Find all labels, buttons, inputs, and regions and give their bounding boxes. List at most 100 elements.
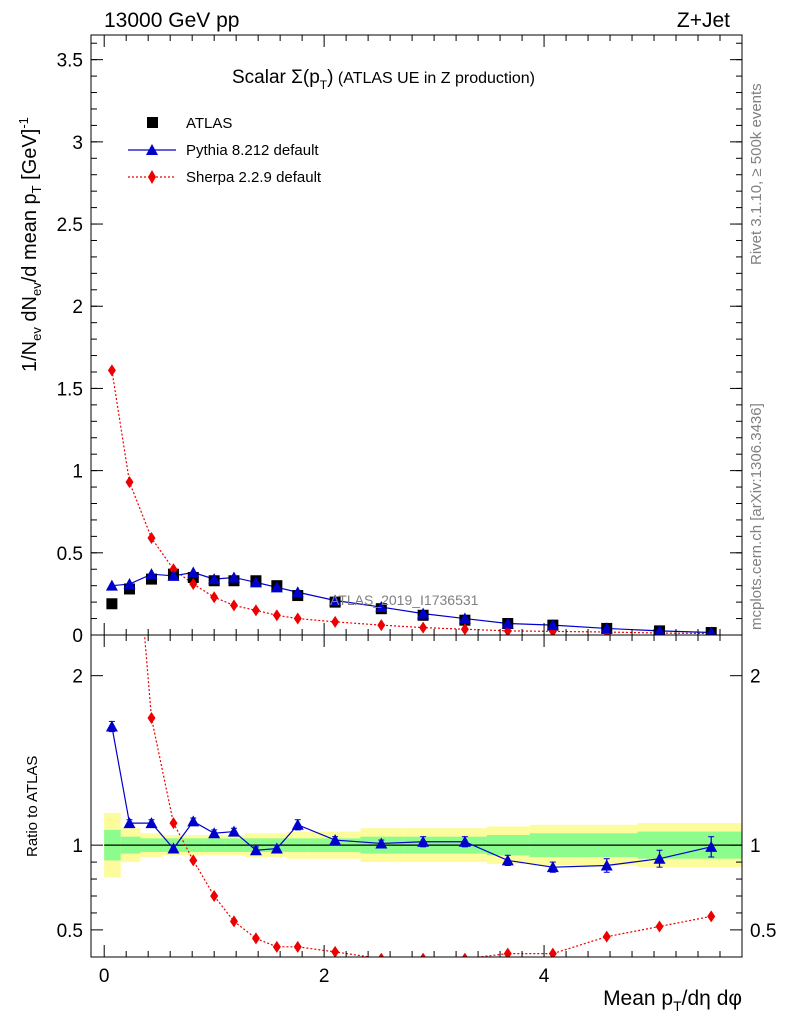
sherpa-ratio-point <box>548 947 557 957</box>
sherpa-point <box>125 476 134 489</box>
sherpa-point <box>251 604 260 617</box>
sherpa-point <box>419 621 428 634</box>
pythia-ratio-point <box>375 837 388 849</box>
pythia-point <box>329 594 342 606</box>
y-tick-label: 3 <box>72 133 83 154</box>
process-label: Z+Jet <box>677 9 730 32</box>
sherpa-ratio-point <box>229 915 238 928</box>
sherpa-point <box>189 578 198 591</box>
sherpa-ratio-point <box>331 945 340 957</box>
pythia-ratio-point <box>249 844 262 856</box>
sherpa-ratio-point <box>707 910 716 923</box>
ratio-y-tick-label-right: 2 <box>750 667 761 688</box>
sherpa-point <box>331 615 340 628</box>
y-tick-label: 1 <box>72 462 83 483</box>
sherpa-ratio-point <box>125 449 133 461</box>
pythia-ratio-point <box>123 817 136 829</box>
pythia-ratio-point <box>270 842 283 854</box>
legend-sherpa-label: Sherpa 2.2.9 default <box>186 169 322 186</box>
pythia-ratio-point <box>291 818 304 830</box>
pythia-ratio-point <box>329 834 342 846</box>
pythia-ratio-point <box>653 852 666 864</box>
sherpa-ratio-point <box>251 932 260 945</box>
sherpa-ratio-point <box>462 952 468 957</box>
pythia-point <box>105 579 118 591</box>
sherpa-point <box>107 364 116 377</box>
pythia-ratio-point <box>546 861 559 873</box>
pythia-point <box>167 569 180 581</box>
legend-atlas-marker <box>147 117 158 128</box>
ratio-y-tick-label-right: 0.5 <box>750 921 776 942</box>
x-tick-label: 4 <box>539 966 550 987</box>
legend-pythia-label: Pythia 8.212 default <box>186 142 319 159</box>
sherpa-ratio-point <box>169 817 178 830</box>
pythia-point <box>187 566 200 578</box>
legend-atlas-label: ATLAS <box>186 115 232 132</box>
sherpa-ratio-point <box>420 952 426 957</box>
rivet-label: Rivet 3.1.10, ≥ 500k events <box>748 83 765 265</box>
sherpa-ratio-point <box>602 930 611 943</box>
ratio-panel-axis: 0 2 4 0.5 0.5 1 1 2 2 <box>57 635 776 987</box>
sherpa-point <box>460 623 469 635</box>
pythia-point <box>654 624 666 635</box>
pythia-point <box>375 601 388 613</box>
legend-sherpa-marker <box>148 170 156 184</box>
pythia-point <box>458 612 471 624</box>
pythia-point <box>270 581 283 593</box>
atlas-point <box>106 598 118 610</box>
x-axis-label: Mean pT/dη dφ <box>603 987 742 1014</box>
pythia-point <box>501 617 514 629</box>
sherpa-ratio-point <box>189 854 198 867</box>
sherpa-ratio-point <box>293 940 302 953</box>
sherpa-point <box>147 532 156 545</box>
ratio-y-tick-label: 0.5 <box>57 921 83 942</box>
pythia-ratio-point <box>187 815 200 827</box>
y-tick-label: 0 <box>72 626 83 647</box>
sherpa-ratio-point <box>655 920 664 933</box>
main-y-axis-label: 1/Nev dNev/d mean pT [GeV]-1 <box>16 117 44 372</box>
pythia-point <box>249 576 262 588</box>
pythia-point <box>227 571 240 583</box>
sherpa-point <box>503 624 512 635</box>
sherpa-point <box>169 563 178 576</box>
legend-pythia-marker <box>146 144 158 155</box>
pythia-point <box>546 619 559 631</box>
ratio-panel-frame <box>90 634 743 958</box>
ratio-y-tick-label: 2 <box>72 667 83 688</box>
ratio-y-axis-label: Ratio to ATLAS <box>24 756 41 857</box>
ratio-y-tick-label: 1 <box>72 836 83 857</box>
pythia-ratio-point <box>145 817 158 829</box>
legend: ATLAS Pythia 8.212 default Sherpa 2.2.9 … <box>128 115 322 186</box>
sherpa-point <box>548 625 557 635</box>
sherpa-ratio-point <box>147 712 156 725</box>
pythia-ratio-point <box>705 840 718 852</box>
pythia-ratio-point <box>458 835 471 847</box>
main-panel-axis: 0 0.5 1 1.5 2 2.5 3 3.5 <box>57 35 742 647</box>
sherpa-point <box>293 612 302 625</box>
y-tick-label: 1.5 <box>57 379 83 400</box>
sherpa-ratio-point <box>378 952 385 957</box>
x-tick-label: 0 <box>99 966 110 987</box>
main-panel-data <box>105 364 717 635</box>
mcplots-label: mcplots.cern.ch [arXiv:1306.3436] <box>748 403 765 630</box>
energy-label: 13000 GeV pp <box>104 9 239 32</box>
analysis-watermark: ATLAS_2019_I1736531 <box>330 592 479 608</box>
pythia-point <box>123 578 136 590</box>
pythia-ratio-point <box>227 825 240 837</box>
pythia-point <box>417 607 430 619</box>
sherpa-point <box>377 619 386 632</box>
sherpa-ratio-point <box>210 889 219 902</box>
x-tick-label: 2 <box>319 966 330 987</box>
sherpa-ratio-point <box>503 947 512 957</box>
y-tick-label: 2.5 <box>57 215 83 236</box>
y-tick-label: 2 <box>72 297 83 318</box>
pythia-point <box>145 568 158 580</box>
y-tick-label: 0.5 <box>57 544 83 565</box>
ratio-panel-data <box>104 449 742 957</box>
sherpa-ratio-point <box>272 940 281 953</box>
pythia-ratio-point <box>167 842 180 854</box>
pythia-ratio-point <box>105 720 118 732</box>
y-tick-label: 3.5 <box>57 51 83 72</box>
pythia-point <box>291 586 304 598</box>
